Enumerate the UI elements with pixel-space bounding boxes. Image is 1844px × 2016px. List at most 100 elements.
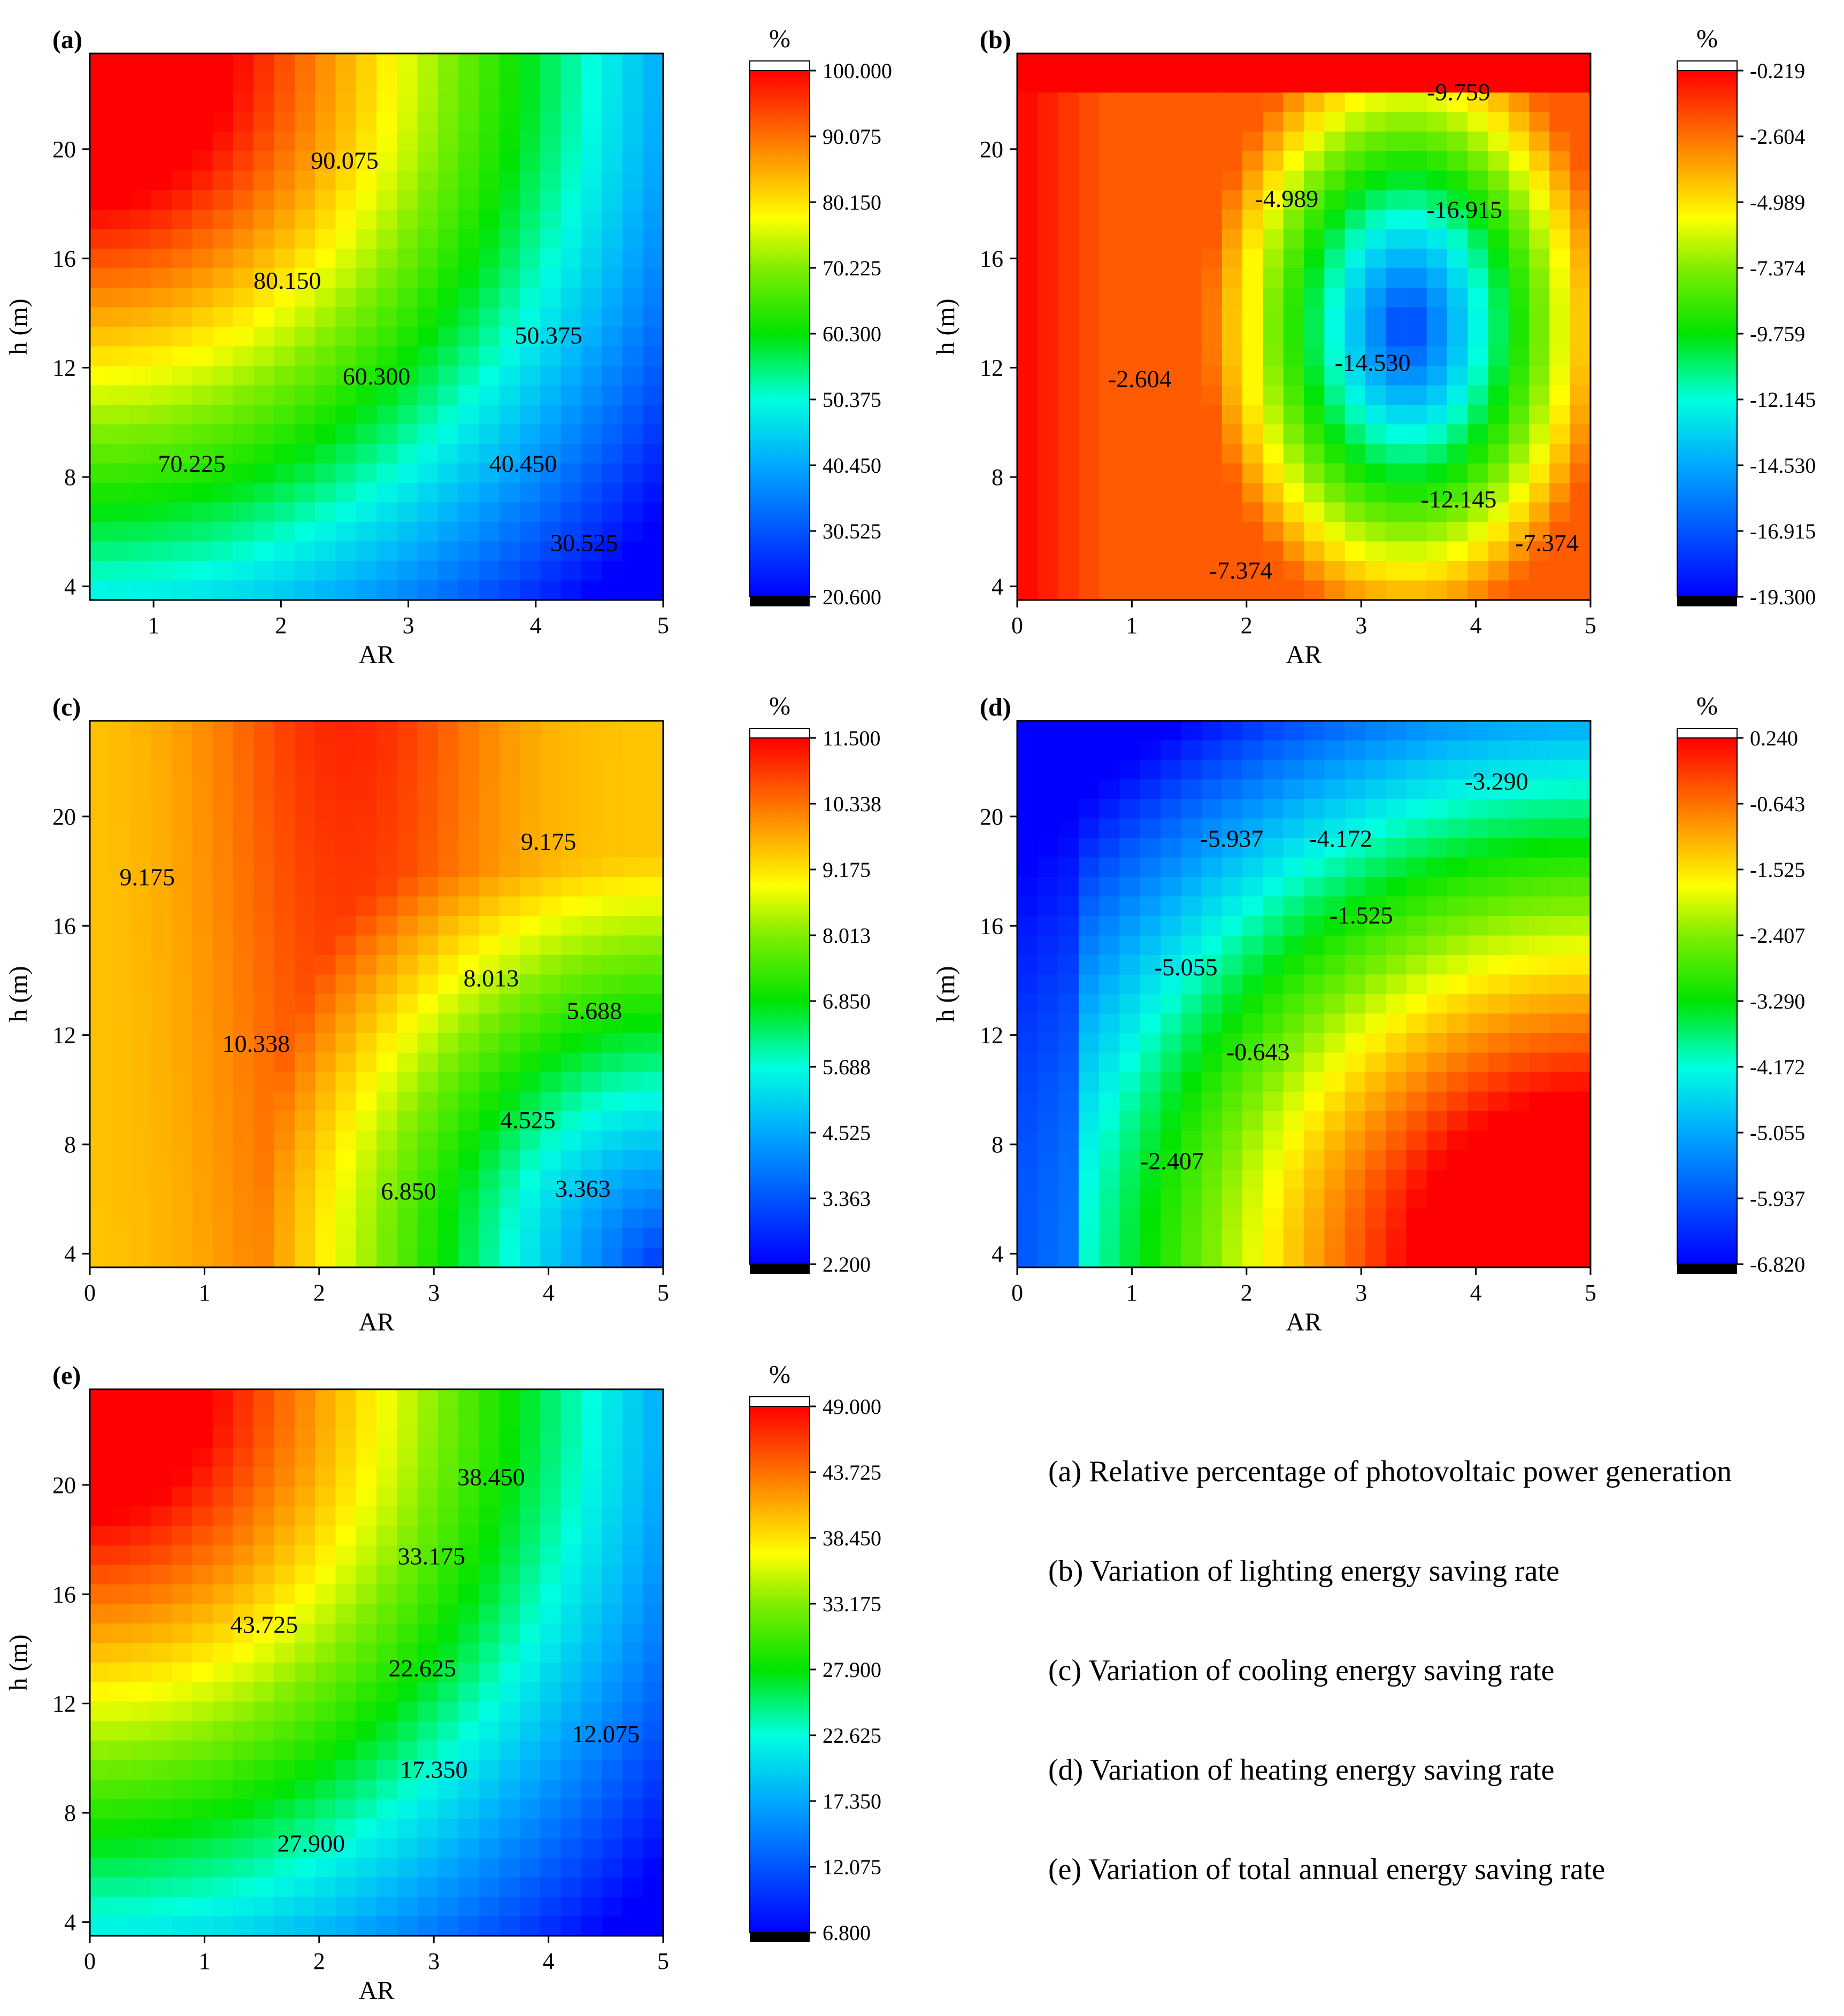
contour-cell [356, 799, 377, 819]
contour-cell [1324, 721, 1346, 741]
contour-cell [1365, 580, 1387, 601]
contour-cell [1263, 721, 1284, 741]
contour-cell [1058, 424, 1079, 444]
contour-cell [458, 916, 480, 936]
y-tick-label: 4 [64, 1241, 76, 1267]
contour-cell [1529, 502, 1550, 522]
contour-cell [1181, 877, 1202, 897]
contour-cell [479, 463, 500, 483]
contour-cell [1078, 740, 1100, 760]
contour-cell [437, 721, 459, 741]
contour-cell [1467, 112, 1489, 132]
contour-cell [1549, 132, 1571, 152]
contour-cell [499, 857, 520, 878]
contour-cell [1017, 1052, 1039, 1073]
contour-cell [130, 1721, 152, 1741]
contour-cell [335, 994, 357, 1014]
contour-cell [397, 1702, 418, 1722]
contour-cell [1242, 955, 1264, 975]
contour-cell [315, 580, 336, 601]
contour-cell [110, 1052, 132, 1073]
contour-cell [437, 151, 459, 171]
contour-cell [1406, 444, 1427, 464]
contour-cell [274, 1643, 295, 1663]
contour-cell [1038, 444, 1059, 464]
contour-cell [1078, 249, 1100, 269]
contour-cell [1140, 288, 1161, 308]
contour-cell [1119, 1091, 1141, 1112]
contour-cell [1570, 210, 1591, 230]
x-tick-label: 0 [1011, 612, 1023, 638]
contour-cell [622, 1052, 643, 1073]
contour-cell [1201, 1150, 1223, 1171]
colorbar-tick-label: -14.530 [1750, 453, 1816, 478]
contour-cell [1201, 818, 1223, 838]
plot-frame [89, 52, 664, 601]
contour-cell [192, 916, 213, 936]
contour-cell [1386, 93, 1407, 113]
contour-cell [130, 857, 152, 878]
contour-cell [151, 1169, 173, 1190]
contour-cell [130, 1169, 152, 1190]
contour-cell [602, 1428, 623, 1449]
contour-cell [1386, 112, 1407, 132]
contour-cell [1570, 974, 1591, 995]
contour-cell [172, 740, 193, 760]
contour-cell [377, 385, 398, 405]
contour-cell [479, 1721, 500, 1741]
contour-cell [458, 1526, 480, 1546]
contour-cell [253, 268, 275, 288]
contour-cell [397, 132, 418, 152]
contour-cell [377, 974, 398, 995]
contour-cell [212, 502, 234, 522]
colorbar-tick-label: -19.300 [1750, 585, 1816, 609]
contour-cell [253, 1052, 275, 1073]
contour-cell [1488, 1052, 1509, 1073]
contour-cell [1426, 1111, 1448, 1132]
contour-cell [1365, 1189, 1387, 1210]
contour-cell [458, 1389, 480, 1410]
contour-cell [1447, 502, 1469, 522]
contour-cell [479, 1209, 500, 1229]
contour-cell [479, 916, 500, 936]
contour-cell [110, 838, 132, 858]
contour-cell [335, 112, 357, 132]
contour-cell [1119, 1228, 1141, 1249]
contour-cell [1181, 857, 1202, 878]
contour-cell [1304, 580, 1325, 601]
contour-cell [520, 424, 541, 444]
contour-cell [335, 1741, 357, 1761]
contour-cell [1242, 1111, 1264, 1132]
contour-cell [479, 73, 500, 93]
contour-cell [253, 249, 275, 269]
contour-cell [458, 1877, 480, 1897]
contour-cell [274, 1838, 295, 1858]
contour-cell [540, 1487, 562, 1507]
contour-cell [274, 1169, 295, 1190]
contour-cell [90, 444, 111, 464]
contour-cell [110, 1111, 132, 1132]
contour-cell [335, 857, 357, 878]
contour-cell [479, 288, 500, 308]
contour-cell [315, 1448, 336, 1468]
contour-cell [151, 935, 173, 956]
contour-cell [458, 483, 480, 503]
contour-cell [1570, 385, 1591, 405]
contour-cell [520, 1487, 541, 1507]
contour-cell [1529, 1248, 1550, 1268]
contour-cell [458, 799, 480, 819]
contour-cell [1140, 740, 1161, 760]
contour-cell [1017, 974, 1039, 995]
contour-cell [356, 1052, 377, 1073]
contour-cell [1221, 73, 1243, 93]
contour-cell [499, 483, 520, 503]
x-tick-label: 1 [1126, 1280, 1138, 1306]
contour-cell [642, 1741, 664, 1761]
contour-cell [1058, 1111, 1079, 1132]
contour-cell [1119, 1248, 1141, 1268]
contour-cell [397, 1604, 418, 1624]
contour-cell [151, 1033, 173, 1053]
contour-cell [499, 1623, 520, 1644]
contour-cell [377, 112, 398, 132]
contour-cell [397, 424, 418, 444]
